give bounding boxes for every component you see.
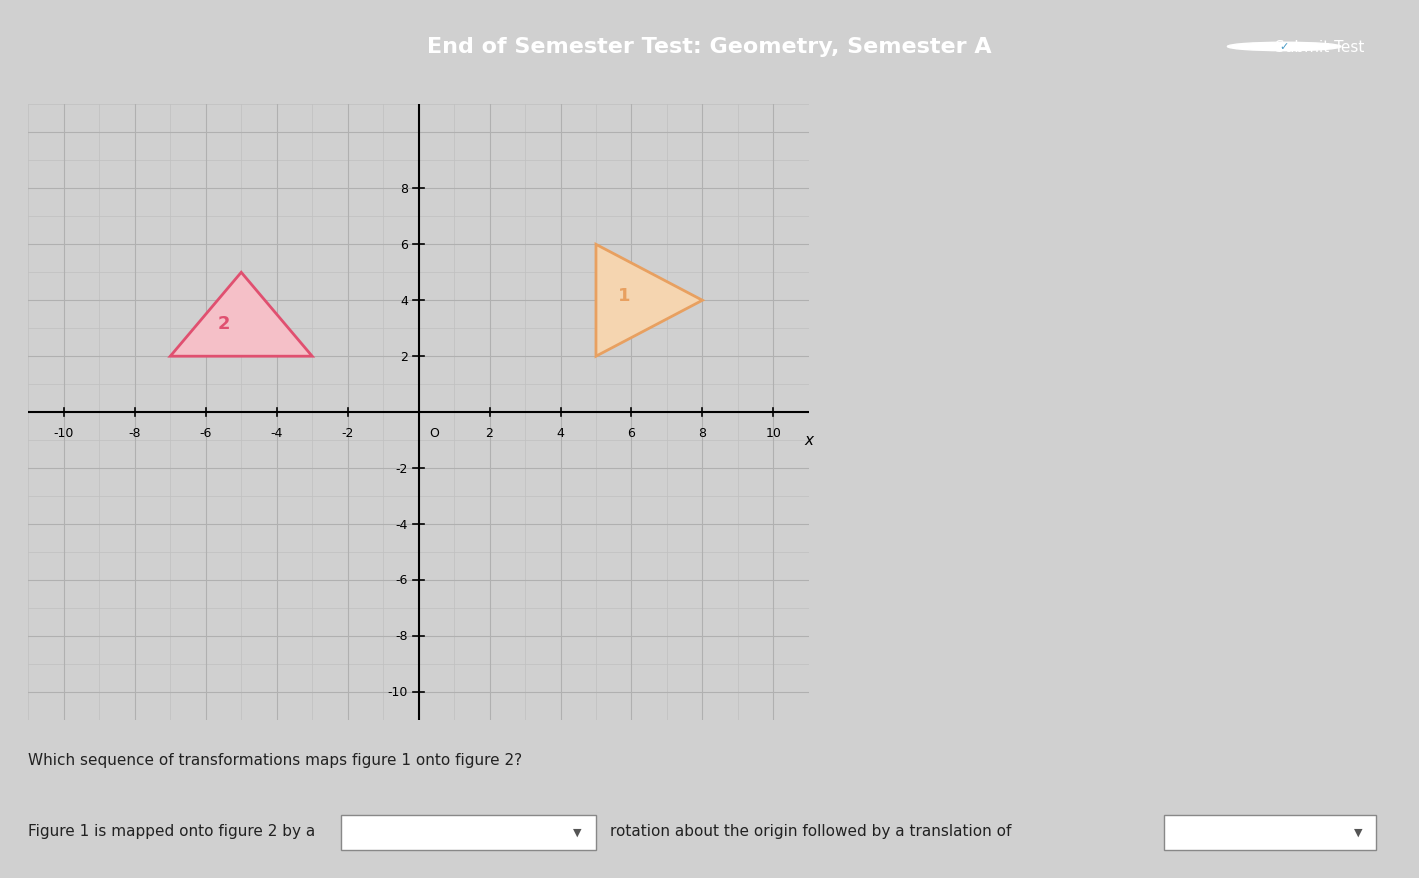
Text: -4: -4 [271, 427, 282, 440]
Text: ▼: ▼ [573, 827, 582, 837]
Text: 6: 6 [400, 239, 409, 251]
Text: -8: -8 [396, 630, 409, 643]
Text: -10: -10 [54, 427, 74, 440]
Text: 2: 2 [485, 427, 494, 440]
Text: -6: -6 [200, 427, 211, 440]
Text: 10: 10 [765, 427, 782, 440]
FancyBboxPatch shape [1164, 815, 1376, 850]
Text: -2: -2 [342, 427, 353, 440]
Text: Figure 1 is mapped onto figure 2 by a: Figure 1 is mapped onto figure 2 by a [28, 823, 315, 838]
Text: 8: 8 [400, 183, 409, 196]
FancyBboxPatch shape [341, 815, 596, 850]
Text: -8: -8 [129, 427, 140, 440]
Polygon shape [170, 273, 312, 356]
Circle shape [1227, 43, 1341, 52]
Polygon shape [596, 245, 702, 356]
Text: ✓: ✓ [1280, 42, 1288, 53]
Text: -4: -4 [396, 518, 409, 531]
Text: -10: -10 [387, 686, 409, 699]
Text: ▼: ▼ [1354, 827, 1362, 837]
Text: 2: 2 [217, 314, 230, 332]
Text: rotation about the origin followed by a translation of: rotation about the origin followed by a … [610, 823, 1012, 838]
Text: 4: 4 [400, 294, 409, 307]
Text: 4: 4 [556, 427, 565, 440]
Text: 6: 6 [627, 427, 636, 440]
Text: x: x [805, 432, 813, 447]
Text: Submit Test: Submit Test [1276, 40, 1364, 55]
Text: -6: -6 [396, 574, 409, 587]
Text: -2: -2 [396, 462, 409, 475]
Text: 8: 8 [698, 427, 707, 440]
Text: O: O [429, 427, 438, 440]
Text: 1: 1 [619, 286, 630, 305]
Text: 2: 2 [400, 350, 409, 363]
Text: End of Semester Test: Geometry, Semester A: End of Semester Test: Geometry, Semester… [427, 38, 992, 57]
Text: Which sequence of transformations maps figure 1 onto figure 2?: Which sequence of transformations maps f… [28, 752, 522, 767]
